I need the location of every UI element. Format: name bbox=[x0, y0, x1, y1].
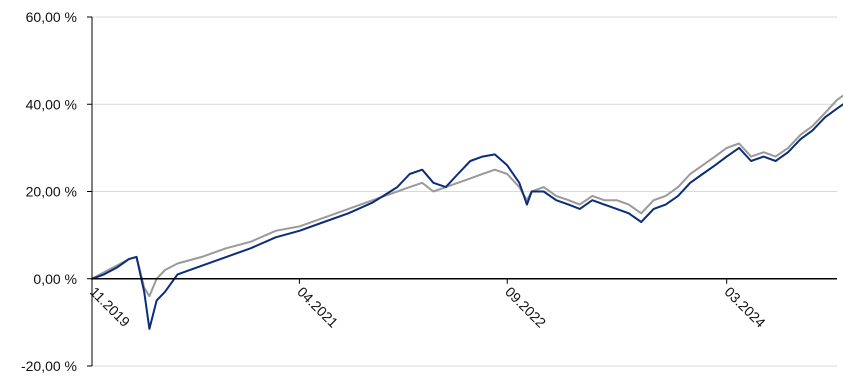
x-tick-label: 03.2024 bbox=[722, 284, 769, 331]
series-line bbox=[91, 103, 843, 330]
axis-layer bbox=[87, 16, 837, 367]
y-tick-labels: 60,00 % 40,00 % 20,00 % 0,00 % -20,00 % bbox=[21, 9, 77, 374]
x-tick-label: 04.2021 bbox=[294, 284, 341, 331]
x-tick-label: 11.2019 bbox=[87, 284, 134, 331]
y-tick-label: 20,00 % bbox=[26, 184, 77, 200]
x-tick-labels: 11.2019 04.2021 09.2022 03.2024 bbox=[87, 284, 769, 331]
y-tick-label: 0,00 % bbox=[33, 271, 77, 287]
y-tick-label: 40,00 % bbox=[26, 96, 77, 112]
series-layer bbox=[91, 94, 843, 330]
y-tick-label: -20,00 % bbox=[21, 358, 77, 374]
series-line bbox=[91, 94, 843, 298]
x-tick-label: 09.2022 bbox=[502, 284, 549, 331]
y-tick-label: 60,00 % bbox=[26, 9, 77, 25]
grid-layer bbox=[92, 16, 837, 367]
